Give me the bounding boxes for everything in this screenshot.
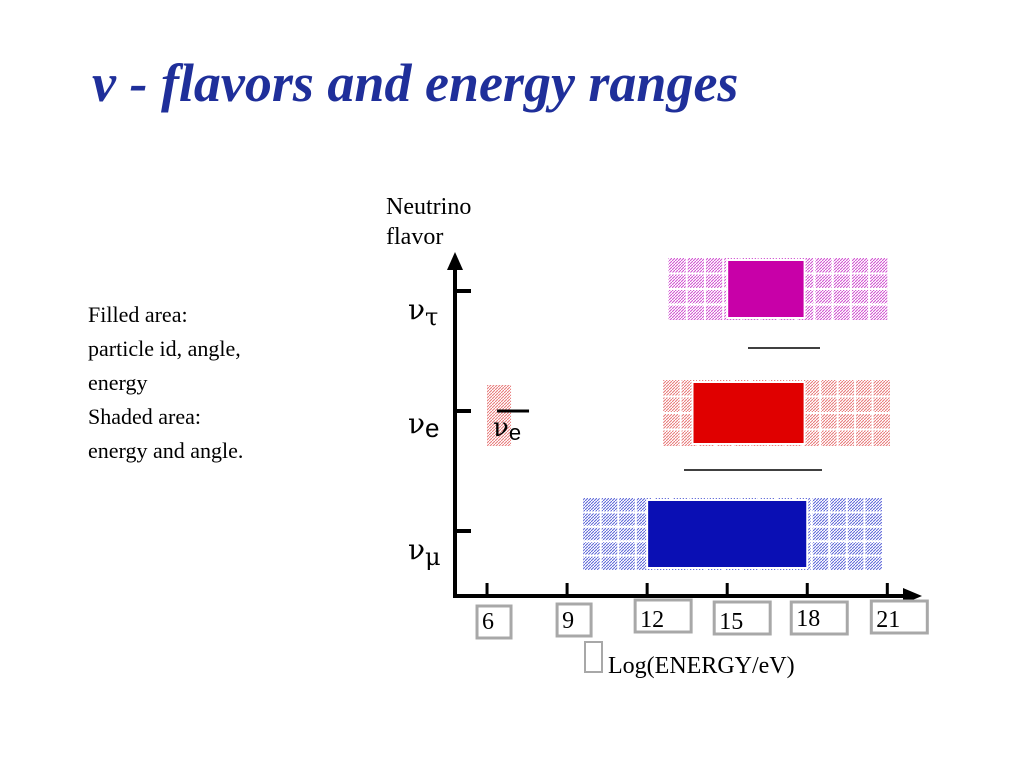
y-axis-label-line-1: Neutrino [386,194,471,220]
x-tick-label-6: 6 [482,609,494,635]
x-tick-label-9: 9 [562,608,574,634]
x-tick-label-frame-21 [869,599,929,635]
filled-bar-tau [726,259,806,319]
low-e-label: νe [493,413,521,445]
filled-bar-mu [646,499,809,569]
y-label-nu-mu: νμ [408,533,441,571]
y-label-nu-e: νe [408,407,440,443]
bar-group-tau [668,258,888,320]
shaded-bar-e-low [487,385,512,446]
x-axis-label: Log(ENERGY/eV) [608,653,795,679]
note-filled-desc: particle id, angle, [88,336,241,361]
note-filled-area: Filled area: [88,302,188,327]
slide-title: ν - flavors and energy ranges [92,53,739,113]
note-shaded-desc: energy and angle. [88,438,244,463]
x-tick-label-frame-6 [475,604,513,640]
x-tick-label-frame-18 [789,600,849,636]
x-axis-label-frame [584,641,603,673]
x-tick-label-frame-15 [712,600,772,636]
x-tick-label-18: 18 [796,606,820,632]
bar-group-e [663,380,890,446]
range-underlines [684,347,822,471]
filled-bar-e [691,381,806,445]
x-tick-label-frame-12 [633,598,693,634]
x-tick-label-21: 21 [876,607,900,633]
note-shaded-area: Shaded area: [88,404,201,429]
note-filled-desc-2: energy [88,370,148,395]
bar-group-mu [583,498,882,570]
y-axis-label-line-2: flavor [386,224,443,250]
bar-group-e-low: νe [487,385,530,446]
y-axis-arrowhead [447,252,463,270]
x-tick-label-12: 12 [640,607,664,633]
y-label-nu-tau: ντ [408,293,438,331]
x-tick-label-frame-9 [555,602,593,638]
x-tick-label-15: 15 [719,609,743,635]
